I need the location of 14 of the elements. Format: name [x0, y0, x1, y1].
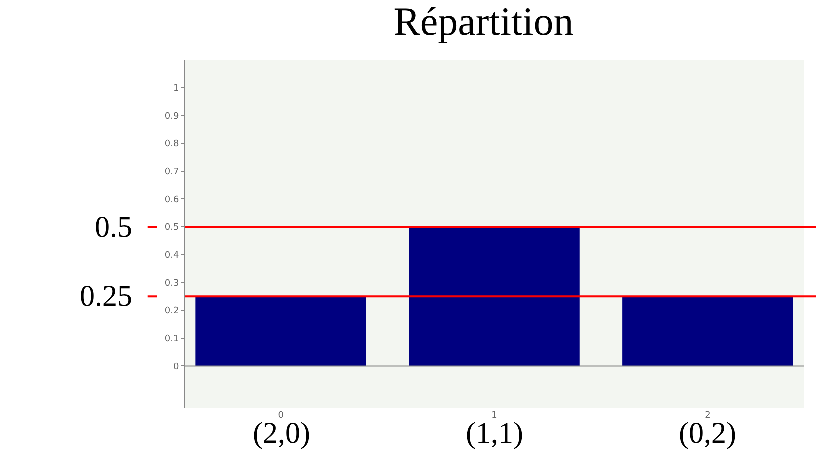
- y-tick-label: 1: [173, 84, 180, 94]
- y-tick-label: 0.8: [164, 140, 180, 150]
- y-tick-label: 0.7: [164, 168, 180, 178]
- y-tick-label: 0.5: [164, 223, 180, 234]
- y-tick-label: 0.2: [164, 306, 180, 317]
- y-tick-label: 0.3: [164, 278, 180, 289]
- y-tick-label: 0: [173, 362, 180, 372]
- y-tick-label: 0.1: [164, 334, 180, 345]
- y-tick-label: 0.6: [164, 195, 180, 206]
- y-tick-label: 0.9: [164, 112, 180, 122]
- ref-line-label: 0.5: [95, 211, 132, 244]
- ref-line-label: 0.25: [80, 280, 132, 313]
- chart-title: Répartition: [394, 0, 574, 44]
- y-tick-label: 0.4: [164, 251, 180, 262]
